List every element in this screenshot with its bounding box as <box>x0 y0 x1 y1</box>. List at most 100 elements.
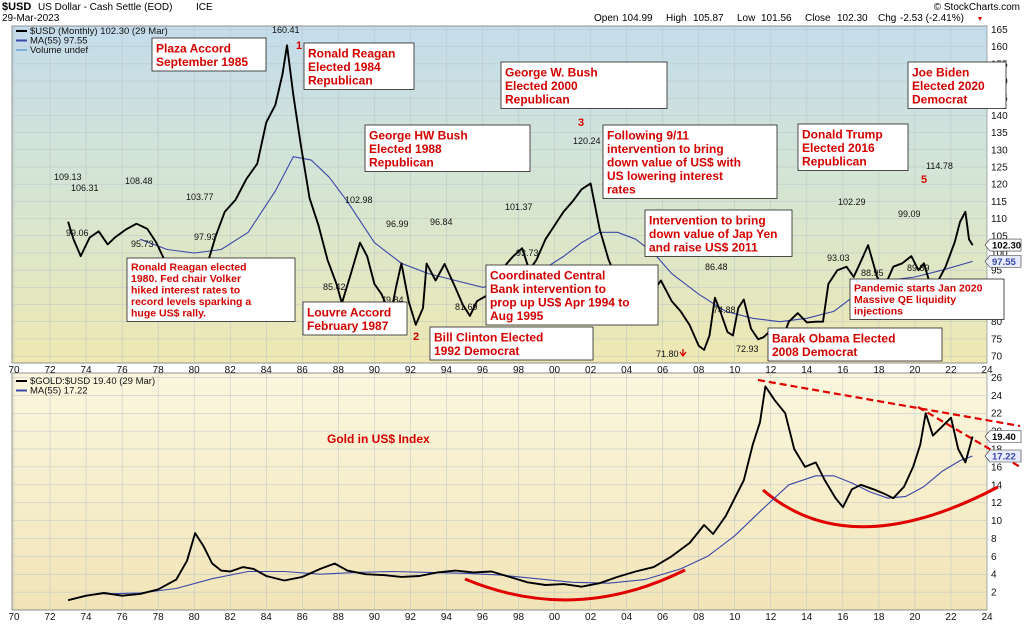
annotation-line: Elected 1988 <box>369 142 442 156</box>
y-tick-label: 2 <box>991 588 997 599</box>
peak-value-label: 96.84 <box>430 217 453 227</box>
annotation-box-bg <box>797 123 909 171</box>
x-tick-label: 80 <box>189 612 201 622</box>
price-tag-bg <box>984 238 1022 252</box>
peak-value-label: 89.89 <box>907 263 930 273</box>
gold-ma55-line <box>104 455 973 595</box>
y-tick-label: 125 <box>991 162 1008 173</box>
x-tick-label: 02 <box>585 612 597 622</box>
annotation-box-bg <box>364 124 531 172</box>
y-tick-label: 14 <box>991 480 1003 491</box>
annotation-line: 2008 Democrat <box>772 345 857 359</box>
annotation-line: Ronald Reagan <box>308 47 395 61</box>
y-tick-label: 120 <box>991 180 1008 191</box>
x-tick-label: 06 <box>657 365 669 376</box>
header-date: 29-Mar-2023 <box>2 13 60 24</box>
y-tick-label: 22 <box>991 409 1003 420</box>
annotation-line: Bill Clinton Elected <box>434 331 543 345</box>
y-tick-label: 135 <box>991 128 1008 139</box>
x-tick-label: 20 <box>909 365 921 376</box>
peak-value-label: 93.73 <box>516 248 539 258</box>
peak-value-label: 71.80 <box>656 349 679 359</box>
annotation-line: prop up US$ Apr 1994 to <box>490 296 630 310</box>
y-tick-label: 95 <box>991 266 1003 277</box>
y-tick-label: 10 <box>991 516 1003 527</box>
price-tag-label: 19.40 <box>992 432 1016 443</box>
ohlc-chg: -2.53 (-2.41%) <box>900 13 964 24</box>
annotation-line: Massive QE liquidity <box>854 294 956 306</box>
x-tick-label: 20 <box>909 612 921 622</box>
peak-value-label: 93.03 <box>827 253 850 263</box>
x-tick-label: 00 <box>549 365 561 376</box>
x-tick-label: 22 <box>945 365 957 376</box>
annotation-line: Louvre Accord <box>307 306 391 320</box>
x-tick-label: 14 <box>801 612 813 622</box>
y-tick-label: 4 <box>991 570 997 581</box>
x-tick-label: 10 <box>729 365 741 376</box>
annotation-box-bg <box>767 327 943 362</box>
price-tag-bg <box>984 449 1022 463</box>
bottom-legend: $GOLD:$USD 19.40 (29 Mar)MA(55) 17.22 <box>16 376 155 397</box>
peak-value-label: 114.78 <box>926 161 953 171</box>
annotation-line: George HW Bush <box>369 129 468 143</box>
peak-number: 5 <box>921 174 927 186</box>
top-series <box>67 44 974 351</box>
annotation-line: rates <box>607 183 636 197</box>
annotation-line: Coordinated Central <box>490 269 605 283</box>
annotation-line: intervention to bring <box>607 142 724 156</box>
x-tick-label: 94 <box>441 612 453 622</box>
bottom-panel-bg <box>11 372 988 611</box>
x-tick-label: 22 <box>945 612 957 622</box>
price-tag-label: 102.30 <box>992 241 1021 252</box>
annotation-line: Republican <box>505 93 570 107</box>
x-tick-label: 74 <box>81 612 93 622</box>
annotation-line: Aug 1995 <box>490 309 544 323</box>
header-exchange: ICE <box>196 2 213 13</box>
annotation-line: Democrat <box>912 93 967 107</box>
x-tick-label: 88 <box>333 365 345 376</box>
annotation-line: Elected 2016 <box>802 141 875 155</box>
x-tick-label: 78 <box>153 365 165 376</box>
y-tick-label: 100 <box>991 248 1008 259</box>
price-tag-label: 17.22 <box>992 451 1016 462</box>
price-tag-bg <box>984 255 1022 268</box>
peak-value-label: 95.73 <box>131 239 154 249</box>
peak-value-label: 99.09 <box>898 209 921 219</box>
y-tick-label: 8 <box>991 534 997 545</box>
x-tick-label: 90 <box>369 612 381 622</box>
annotation-box-bg <box>429 326 594 361</box>
x-tick-label: 14 <box>801 365 813 376</box>
x-tick-label: 82 <box>225 365 237 376</box>
x-tick-label: 06 <box>657 612 669 622</box>
x-tick-label: 12 <box>765 365 777 376</box>
x-tick-label: 18 <box>873 365 885 376</box>
annotation-line: Plaza Accord <box>156 42 231 56</box>
gold-resistance-line-1 <box>757 378 1021 428</box>
x-tick-label: 94 <box>441 365 453 376</box>
gold-title-annotation: Gold in US$ Index <box>327 432 430 446</box>
y-tick-label: 12 <box>991 498 1003 509</box>
annotation-line: Intervention to bring <box>649 214 766 228</box>
ohlc-open: 104.99 <box>622 13 653 24</box>
annotation-line: US lowering interest <box>607 169 723 183</box>
gold-base-arc-left <box>464 568 686 602</box>
y-tick-label: 130 <box>991 145 1008 156</box>
gold-price-tag: 19.40 <box>984 430 1022 443</box>
ohlc-high: 105.87 <box>693 13 724 24</box>
annotation-line: huge US$ rally. <box>131 308 206 320</box>
annotation-box-bg <box>500 61 668 109</box>
down-arrow-icon <box>978 17 982 21</box>
x-tick-label: 18 <box>873 612 885 622</box>
x-tick-label: 92 <box>405 365 417 376</box>
annotation-line: 1980. Fed chair Volker <box>131 273 241 285</box>
annotation-line: down value of US$ with <box>607 156 741 170</box>
